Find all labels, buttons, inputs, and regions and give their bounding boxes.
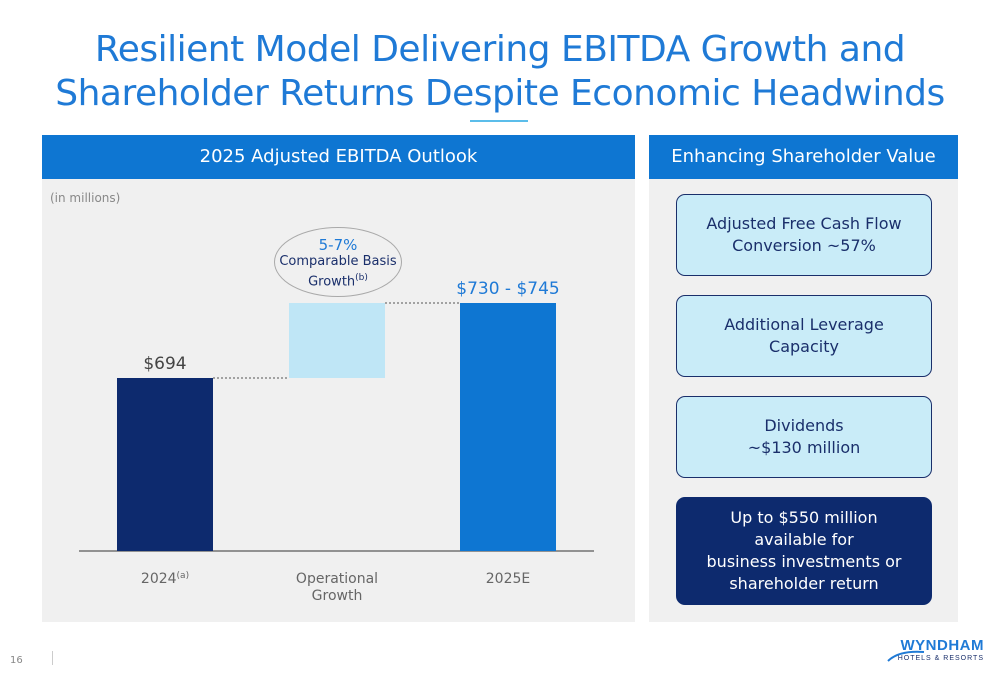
- capital-line-3: business investments or: [706, 552, 902, 571]
- dividends-line-2: ~$130 million: [747, 438, 861, 457]
- capital-return-box: Up to $550 million available for busines…: [676, 497, 932, 605]
- growth-callout: 5-7% Comparable Basis Growth(b): [274, 227, 402, 297]
- category-footnote-0: (a): [177, 571, 190, 581]
- fcf-conversion-text: Adjusted Free Cash Flow Conversion ~57%: [706, 213, 901, 257]
- page-number-separator: [52, 651, 53, 665]
- bar-0: [117, 378, 213, 551]
- leverage-line-2: Capacity: [769, 337, 839, 356]
- category-label-1-0: Operational: [296, 571, 378, 587]
- fcf-conversion-box: Adjusted Free Cash Flow Conversion ~57%: [676, 194, 932, 276]
- page-number: 16: [10, 655, 23, 666]
- growth-callout-desc-2: Growth: [308, 274, 356, 290]
- growth-callout-desc-1: Comparable Basis: [279, 254, 397, 269]
- leverage-capacity-text: Additional Leverage Capacity: [724, 314, 884, 358]
- capital-return-text: Up to $550 million available for busines…: [707, 507, 902, 595]
- logo-swoosh-icon: [887, 650, 925, 662]
- wyndham-logo: WYNDHAM HOTELS & RESORTS: [884, 637, 984, 662]
- growth-callout-desc-2-wrap: Growth(b): [275, 270, 401, 290]
- units-label: (in millions): [50, 191, 121, 205]
- growth-callout-footnote: (b): [355, 273, 368, 283]
- dividends-line-1: Dividends: [764, 416, 844, 435]
- logo-tagline: HOTELS & RESORTS: [897, 655, 984, 662]
- dividends-box: Dividends ~$130 million: [676, 396, 932, 478]
- category-label-1-1: Growth: [312, 588, 363, 604]
- capital-line-2: available for: [754, 530, 854, 549]
- shareholder-value-header: Enhancing Shareholder Value: [649, 135, 958, 179]
- slide-title: Resilient Model Delivering EBITDA Growth…: [0, 28, 1000, 116]
- capital-line-4: shareholder return: [729, 574, 879, 593]
- bar-2: [460, 303, 556, 551]
- dividends-text: Dividends ~$130 million: [748, 415, 861, 459]
- logo-wordmark: WYNDHAM: [900, 637, 984, 654]
- title-underline: [470, 120, 528, 122]
- category-label-2: 2025E: [486, 571, 530, 587]
- data-label-0: $694: [143, 354, 186, 374]
- growth-callout-percent: 5-7%: [318, 236, 358, 254]
- data-label-2: $730 - $745: [456, 279, 559, 299]
- slide-title-line-2: Shareholder Returns Despite Economic Hea…: [55, 73, 945, 114]
- leverage-capacity-box: Additional Leverage Capacity: [676, 295, 932, 377]
- fcf-line-2: Conversion ~57%: [732, 236, 876, 255]
- category-label-0: 2024(a): [141, 571, 189, 587]
- fcf-line-1: Adjusted Free Cash Flow: [706, 214, 902, 233]
- capital-line-1: Up to $550 million: [730, 508, 878, 527]
- bar-1: [289, 303, 385, 378]
- ebitda-outlook-header: 2025 Adjusted EBITDA Outlook: [42, 135, 635, 179]
- shareholder-value-panel: Enhancing Shareholder Value Adjusted Fre…: [649, 135, 958, 622]
- ebitda-outlook-panel: 2025 Adjusted EBITDA Outlook (in million…: [42, 135, 635, 622]
- slide-title-line-1: Resilient Model Delivering EBITDA Growth…: [94, 29, 906, 70]
- leverage-line-1: Additional Leverage: [724, 315, 884, 334]
